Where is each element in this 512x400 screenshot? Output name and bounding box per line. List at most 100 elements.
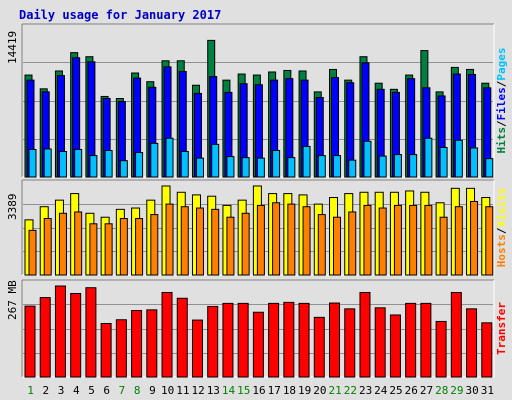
hosts-bar [195, 207, 204, 276]
hosts-bar [485, 206, 494, 276]
hits-files-pages-label: Hits/Files/Pages [495, 48, 508, 154]
hosts-bar [470, 200, 479, 276]
hosts-visits-label: Hosts/Visits [495, 188, 508, 268]
transfer-bar [252, 311, 264, 378]
hosts-bar [165, 203, 174, 276]
day-label: 23 [359, 384, 372, 397]
hosts-bar [104, 223, 113, 276]
hosts-bar [150, 214, 159, 276]
day-label: 7 [119, 384, 126, 397]
day-label: 17 [268, 384, 281, 397]
pages-bar [333, 155, 342, 178]
day-label: 30 [466, 384, 479, 397]
hosts-bar [211, 208, 220, 276]
day-axis: 1 2 3 4 5 6 7 8 9 10 11 12 13 14 15 16 17 18 19 20 21 22 23 24 2… [27, 384, 494, 397]
pages-bar [226, 156, 235, 178]
pages-bar [135, 152, 144, 178]
pages-bar [439, 146, 448, 178]
day-label: 25 [389, 384, 402, 397]
pages-bar [58, 151, 67, 178]
day-label: 5 [88, 384, 95, 397]
transfer-bar [283, 301, 295, 378]
hosts-bar [89, 223, 98, 276]
hosts-bar [74, 211, 83, 276]
transfer-bar [450, 291, 462, 378]
hosts-bar [119, 218, 128, 276]
transfer-max-label: 267 MB [6, 280, 19, 320]
transfer-bar [420, 302, 432, 378]
hosts-bar [241, 212, 250, 276]
transfer-bar [481, 322, 493, 378]
day-label: 9 [149, 384, 156, 397]
transfer-bar [176, 297, 188, 378]
hosts-bar [272, 202, 281, 276]
pages-bar [424, 137, 433, 178]
visits-panel [21, 179, 495, 276]
hits-files-pages-label-part: / [495, 120, 508, 127]
hosts-bar [287, 203, 296, 276]
pages-bar [485, 158, 494, 178]
transfer-bar [146, 309, 158, 378]
day-label: 24 [374, 384, 388, 397]
pages-bar [195, 157, 204, 178]
hits-files-pages-label-part: Files [495, 87, 508, 120]
pages-bar [378, 155, 387, 178]
transfer-bar [191, 319, 203, 378]
day-label: 22 [344, 384, 357, 397]
hosts-bar [180, 206, 189, 276]
transfer-bar [268, 302, 280, 378]
day-label: 29 [450, 384, 463, 397]
hosts-bar [58, 212, 67, 276]
hosts-visits-label-part: / [495, 227, 508, 234]
visits-max-label: 3389 [6, 194, 19, 221]
day-label: 16 [252, 384, 265, 397]
day-label: 1 [27, 384, 34, 397]
pages-bar [150, 142, 159, 178]
transfer-label: Transfer [495, 302, 508, 355]
hosts-bar [393, 204, 402, 276]
day-label: 2 [43, 384, 50, 397]
transfer-label-part: Transfer [495, 302, 508, 355]
day-label: 8 [134, 384, 141, 397]
hosts-bar [454, 206, 463, 276]
hits-files-pages-label-part: Hits [495, 127, 508, 154]
transfer-bar [24, 305, 36, 378]
transfer-bar [222, 302, 234, 378]
hits-files-pages-label-part: / [495, 80, 508, 87]
transfer-bar [389, 314, 401, 378]
transfer-bar [39, 297, 51, 378]
hosts-bar [256, 204, 265, 276]
day-label: 15 [237, 384, 250, 397]
hosts-bar [439, 216, 448, 276]
pages-bar [302, 145, 311, 178]
transfer-panel [21, 279, 495, 378]
pages-bar [470, 147, 479, 178]
transfer-bar [344, 308, 356, 378]
transfer-bar [70, 292, 82, 378]
transfer-bar [329, 302, 341, 378]
hosts-visits-label-part: Visits [495, 188, 508, 228]
hosts-bar [135, 218, 144, 276]
pages-bar [211, 143, 220, 178]
day-label: 10 [161, 384, 174, 397]
hosts-bar [409, 204, 418, 276]
day-label: 26 [405, 384, 418, 397]
transfer-bar [207, 305, 219, 378]
pages-bar [287, 157, 296, 178]
chart-panels: 14419Hits/Files/Pages3389Hosts/Visits267… [6, 23, 508, 378]
transfer-bar [298, 302, 310, 378]
day-label: 19 [298, 384, 311, 397]
day-label: 27 [420, 384, 433, 397]
pages-bar [241, 157, 250, 178]
day-label: 14 [222, 384, 236, 397]
day-label: 28 [435, 384, 448, 397]
hosts-bar [363, 204, 372, 276]
transfer-bar [374, 307, 386, 378]
pages-bar [409, 154, 418, 178]
pages-bar [74, 148, 83, 178]
day-label: 20 [313, 384, 326, 397]
pages-bar [180, 151, 189, 178]
transfer-bar [313, 316, 325, 378]
hosts-bar [317, 214, 326, 276]
